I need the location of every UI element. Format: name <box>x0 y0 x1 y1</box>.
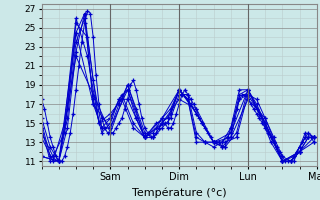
X-axis label: Température (°c): Température (°c) <box>132 187 227 198</box>
